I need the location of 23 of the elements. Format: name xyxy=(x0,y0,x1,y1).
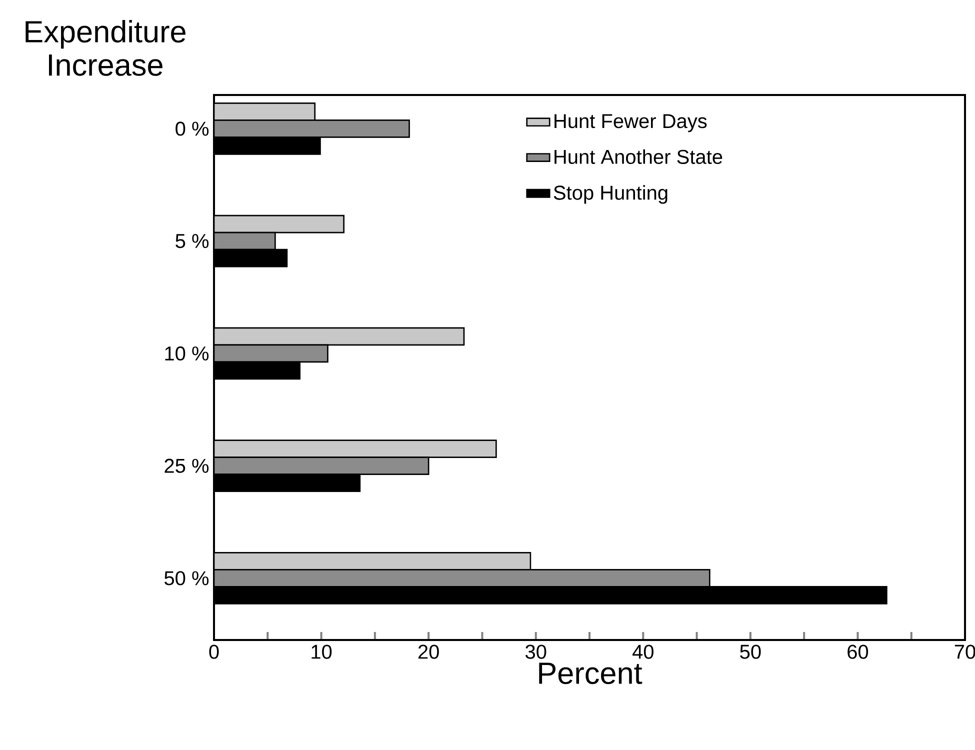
x-tick-label: 0 xyxy=(209,644,219,659)
y-tick-label: 50 % xyxy=(164,571,209,586)
y-axis-title: Expenditure Increase xyxy=(26,20,186,76)
bar xyxy=(214,552,532,570)
x-tick-label: 20 xyxy=(418,644,439,659)
x-tick-label: 70 xyxy=(954,644,975,659)
x-tick-label: 60 xyxy=(848,644,868,659)
y-tick-label: 5 % xyxy=(176,234,209,248)
legend-label: Stop Hunting xyxy=(554,185,668,204)
legend-label: Hunt Another State xyxy=(554,149,722,164)
bar xyxy=(214,327,465,346)
x-tick-label: 10 xyxy=(312,644,332,659)
x-tick-label: 50 xyxy=(740,644,761,659)
bar xyxy=(214,214,344,234)
y-tick-label: 0 % xyxy=(176,122,209,136)
y-tick-label: 10 % xyxy=(165,346,209,361)
x-tick-label: 40 xyxy=(632,644,654,659)
x-axis-title: Percent xyxy=(539,662,642,684)
legend-label: Hunt Fewer Days xyxy=(554,114,707,132)
bar xyxy=(214,440,497,458)
y-tick-label: 25 % xyxy=(164,458,209,473)
bar xyxy=(214,102,316,121)
x-tick-label: 30 xyxy=(525,644,546,659)
